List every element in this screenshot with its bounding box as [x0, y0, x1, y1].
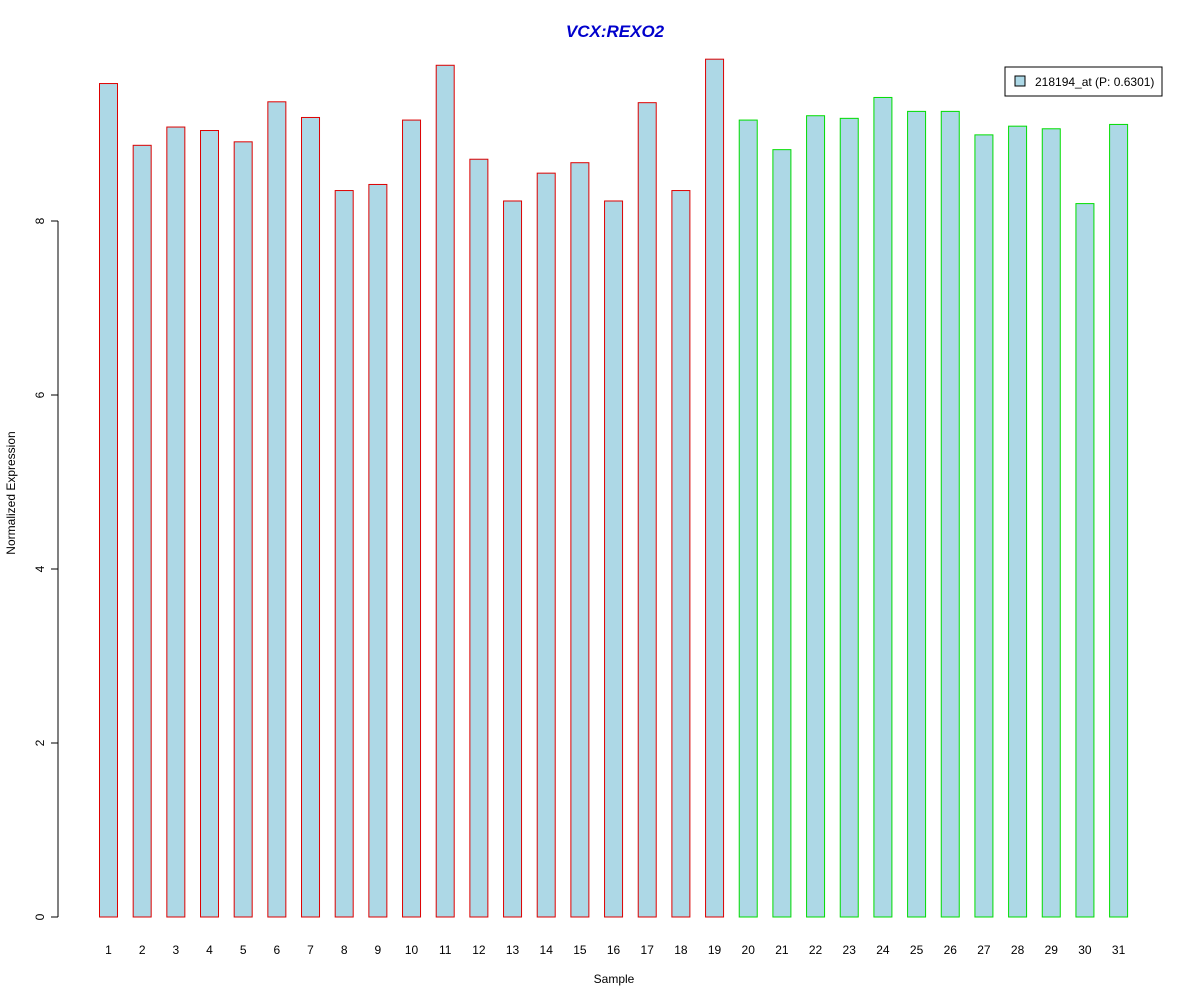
bars — [99, 58, 1129, 918]
x-tick-label: 2 — [139, 943, 146, 957]
bar — [604, 200, 624, 918]
x-tick-label: 30 — [1078, 943, 1092, 957]
x-tick-label: 16 — [607, 943, 621, 957]
y-tick-label: 2 — [33, 739, 47, 746]
x-tick-label: 29 — [1045, 943, 1059, 957]
bar — [907, 110, 927, 918]
y-tick-label: 6 — [33, 391, 47, 398]
bar — [940, 110, 960, 918]
x-tick-label: 12 — [472, 943, 486, 957]
x-tick-label: 24 — [876, 943, 890, 957]
x-tick-label: 26 — [944, 943, 958, 957]
bar — [200, 130, 220, 918]
bar — [233, 141, 253, 918]
bar — [570, 162, 590, 918]
x-tick-label: 6 — [274, 943, 281, 957]
bar — [1008, 125, 1028, 918]
x-tick-label: 10 — [405, 943, 419, 957]
bar — [738, 119, 758, 918]
y-axis-label: Normalized Expression — [4, 431, 18, 554]
legend-label: 218194_at (P: 0.6301) — [1035, 75, 1154, 89]
x-tick-labels: 1 2 3 4 5 6 7 8 9 10 11 12 13 14 15 16 17 18 19 20 21 22 23 24 2… — [105, 943, 1125, 957]
x-tick-label: 5 — [240, 943, 247, 957]
legend-box — [1004, 66, 1163, 97]
x-tick-label: 11 — [439, 943, 452, 957]
x-tick-label: 14 — [540, 943, 554, 957]
legend-swatch — [1014, 75, 1026, 87]
bar — [267, 101, 287, 918]
x-tick-label: 20 — [742, 943, 756, 957]
bar — [368, 183, 388, 918]
x-tick-label: 1 — [105, 943, 112, 957]
x-tick-label: 8 — [341, 943, 348, 957]
legend: 218194_at (P: 0.6301) — [1004, 66, 1163, 97]
y-tick-label: 8 — [33, 217, 47, 224]
bar — [402, 119, 422, 918]
x-tick-label: 7 — [307, 943, 314, 957]
bar — [637, 102, 657, 918]
chart-title: VCX:REXO2 — [566, 22, 665, 41]
x-axis-label: Sample — [594, 972, 635, 986]
y-axis: 0 2 4 6 8 — [33, 217, 59, 920]
bar — [772, 149, 792, 918]
bar — [301, 116, 321, 918]
bar — [1041, 128, 1061, 918]
x-tick-label: 17 — [641, 943, 655, 957]
bar — [839, 117, 859, 918]
x-tick-label: 13 — [506, 943, 520, 957]
bar — [705, 58, 725, 918]
bar — [503, 200, 523, 918]
bar — [974, 134, 994, 918]
x-tick-label: 31 — [1112, 943, 1126, 957]
bar — [806, 115, 826, 918]
bar — [132, 144, 152, 918]
x-tick-label: 4 — [206, 943, 213, 957]
bar — [469, 158, 489, 918]
bar — [435, 64, 455, 918]
bar — [873, 96, 893, 918]
x-tick-label: 21 — [775, 943, 789, 957]
bar — [334, 190, 354, 918]
x-tick-label: 15 — [573, 943, 587, 957]
bar — [1075, 203, 1095, 918]
x-tick-label: 18 — [674, 943, 688, 957]
bar — [99, 83, 118, 918]
bar — [1109, 123, 1129, 918]
y-tick-label: 4 — [33, 565, 47, 572]
x-tick-label: 23 — [843, 943, 857, 957]
bar — [671, 190, 691, 918]
bar — [536, 172, 556, 918]
x-tick-label: 9 — [375, 943, 382, 957]
y-tick-label: 0 — [33, 913, 47, 920]
x-tick-label: 22 — [809, 943, 823, 957]
x-tick-label: 28 — [1011, 943, 1025, 957]
x-tick-label: 25 — [910, 943, 924, 957]
x-tick-label: 19 — [708, 943, 722, 957]
x-tick-label: 3 — [172, 943, 179, 957]
bar — [166, 126, 186, 918]
x-tick-label: 27 — [977, 943, 991, 957]
